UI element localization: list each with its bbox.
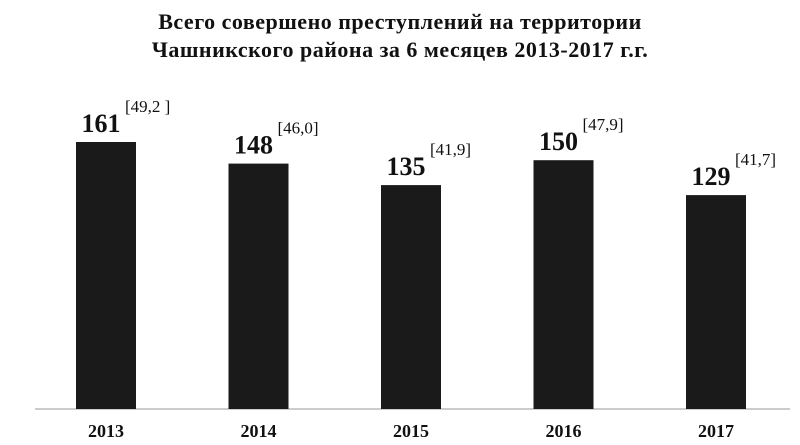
bar-2016 <box>533 160 594 409</box>
x-tick-2013: 2013 <box>88 421 124 441</box>
x-tick-2016: 2016 <box>546 421 582 441</box>
bars-group <box>76 142 746 409</box>
bar-2017 <box>686 195 746 409</box>
annotation-label-2016: [47,9] <box>583 115 624 134</box>
annotation-label-2013: [49,2 ] <box>125 97 170 116</box>
value-label-2013: 161 <box>82 109 121 138</box>
bar-2014 <box>228 163 289 409</box>
chart-title-line-1: Всего совершено преступлений на территор… <box>158 9 642 34</box>
value-label-2014: 148 <box>234 131 273 160</box>
x-tick-2017: 2017 <box>698 421 734 441</box>
bar-2015 <box>381 185 441 409</box>
annotation-label-2015: [41,9] <box>430 140 471 159</box>
value-label-2015: 135 <box>387 152 426 181</box>
value-label-2017: 129 <box>692 162 731 191</box>
annotation-label-2014: [46,0] <box>278 119 319 138</box>
x-tick-2015: 2015 <box>393 421 429 441</box>
chart-title: Всего совершено преступлений на территор… <box>0 8 800 64</box>
chart-title-line-2: Чашникского района за 6 месяцев 2013-201… <box>151 37 649 62</box>
x-tick-2014: 2014 <box>241 421 277 441</box>
ticks-group: 2013 2014 2015 2016 2017 <box>88 421 734 441</box>
bar-2013 <box>76 142 136 409</box>
labels-group: 161[49,2 ] 148 [46,0] 135[41,9] 150 [47,9] 129… <box>82 97 777 191</box>
value-label-2016: 150 <box>539 127 578 156</box>
annotation-label-2017: [41,7] <box>735 150 776 169</box>
